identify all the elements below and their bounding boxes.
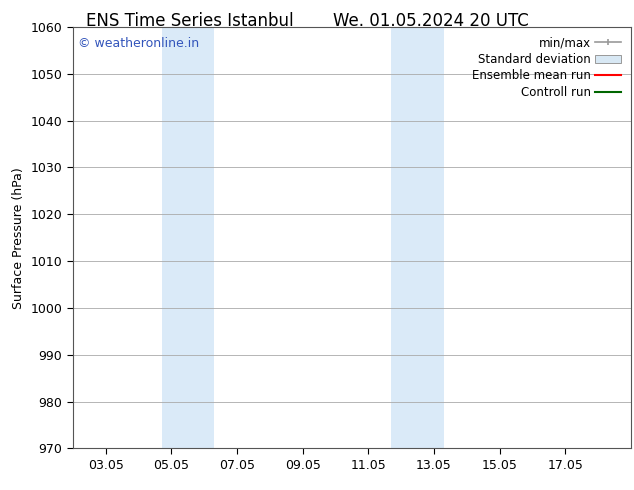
Text: We. 01.05.2024 20 UTC: We. 01.05.2024 20 UTC [333,12,529,30]
Text: ENS Time Series Istanbul: ENS Time Series Istanbul [86,12,294,30]
Text: © weatheronline.in: © weatheronline.in [79,38,200,50]
Legend: min/max, Standard deviation, Ensemble mean run, Controll run: min/max, Standard deviation, Ensemble me… [469,33,625,102]
Bar [162,27,214,448]
Y-axis label: Surface Pressure (hPa): Surface Pressure (hPa) [12,167,25,309]
Bar [391,27,444,448]
